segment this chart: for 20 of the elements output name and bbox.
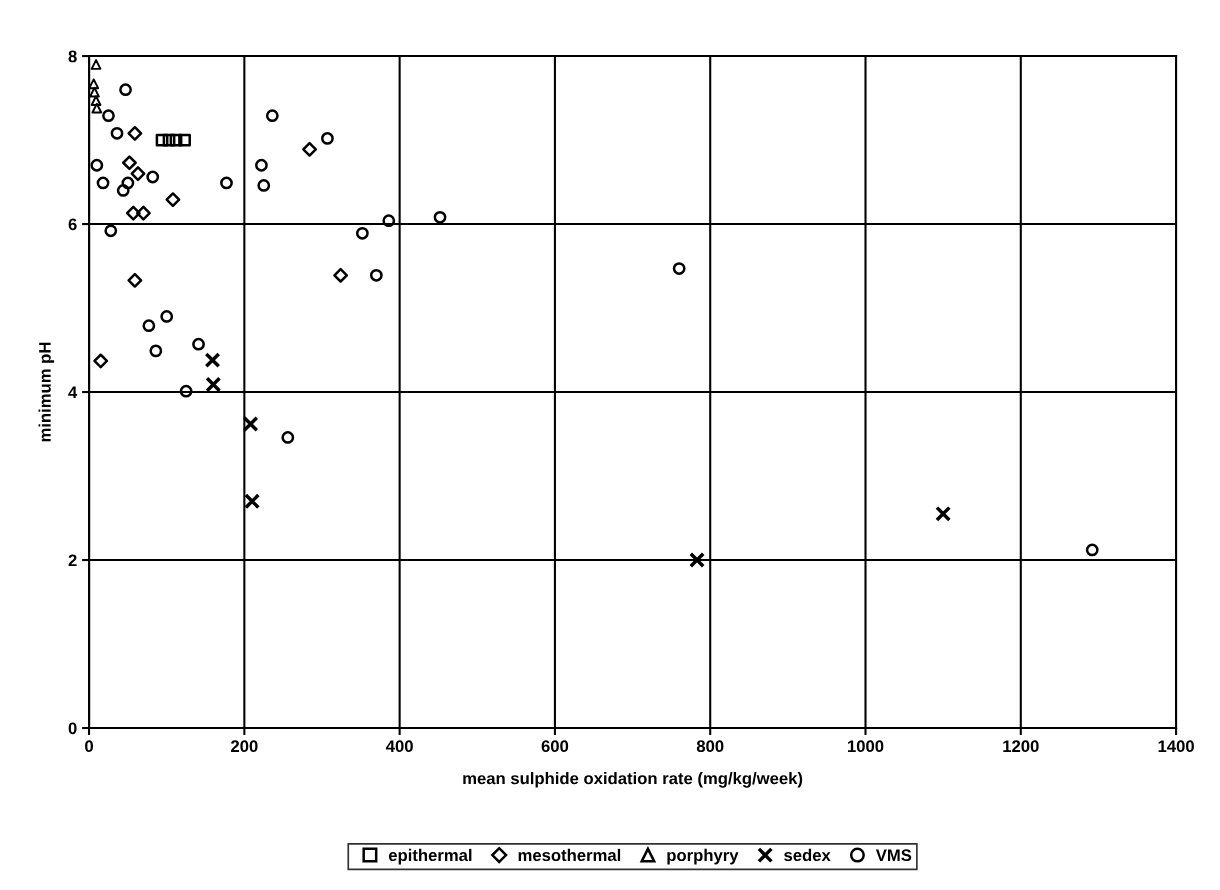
legend-label: epithermal [388, 848, 472, 865]
x-tick-label: 600 [541, 740, 569, 753]
x-tick-label: 800 [696, 740, 724, 753]
x-tick-label: 1000 [848, 740, 884, 753]
legend-label: VMS [875, 849, 912, 862]
x-tick-label: 0 [85, 740, 94, 753]
y-tick-label: 0 [68, 722, 77, 735]
x-tick-label: 1400 [1158, 740, 1194, 753]
y-tick-label: 8 [68, 50, 77, 63]
legend-label: porphyry [667, 848, 739, 865]
y-tick-label: 6 [68, 218, 77, 231]
x-tick-label: 400 [385, 740, 413, 753]
legend-label: mesothermal [518, 848, 621, 862]
legend-label: sedex [784, 848, 831, 862]
x-tick-label: 200 [231, 740, 258, 753]
y-axis-title: minimum pH [38, 342, 55, 442]
y-tick-label: 4 [68, 386, 78, 399]
x-tick-label: 1200 [1003, 740, 1039, 753]
x-axis-title: mean sulphide oxidation rate (mg/kg/week) [463, 772, 803, 788]
y-tick-label: 2 [68, 554, 77, 567]
